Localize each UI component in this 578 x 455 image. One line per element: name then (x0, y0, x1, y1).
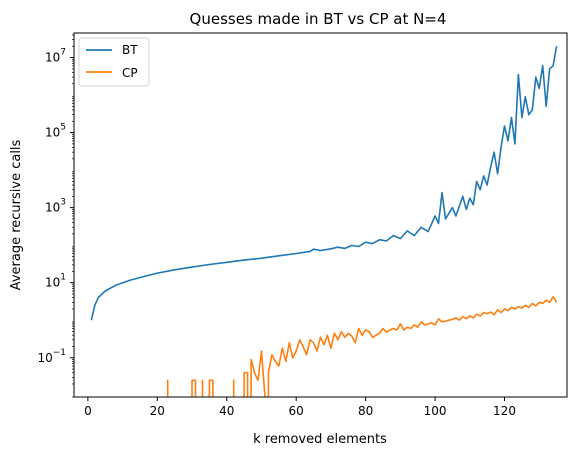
plot-area (90, 46, 558, 398)
cp-line-segment (243, 371, 249, 397)
y-tick-label: 107 (45, 48, 66, 65)
x-tick-label: 40 (219, 404, 234, 418)
cp-line-segment (250, 350, 266, 398)
x-tick-label: 100 (424, 404, 447, 418)
x-axis-label: k removed elements (253, 432, 387, 447)
series-cp (166, 295, 558, 398)
legend: BT CP (78, 37, 150, 87)
x-tick-label: 60 (289, 404, 304, 418)
x-tick-label: 0 (84, 404, 92, 418)
y-tick-label: 10−1 (37, 348, 66, 365)
legend-label-cp: CP (122, 66, 138, 80)
cp-line-segment (191, 379, 197, 397)
y-tick-label: 103 (45, 198, 66, 215)
y-axis-label: Average recursive calls (9, 139, 24, 290)
cp-line-segment (267, 295, 558, 397)
x-tick-label: 120 (493, 404, 516, 418)
x-axis-ticks: 0 20 40 60 80 100 120 (84, 397, 516, 418)
legend-box (78, 37, 150, 87)
series-bt (90, 46, 558, 321)
plot-frame (73, 32, 568, 398)
chart-title: Quesses made in BT vs CP at N=4 (190, 10, 447, 28)
x-tick-label: 80 (358, 404, 373, 418)
x-tick-label: 20 (150, 404, 165, 418)
y-tick-label: 101 (45, 273, 66, 290)
legend-label-bt: BT (122, 43, 138, 57)
cp-line-segment (208, 379, 214, 397)
y-tick-label: 105 (45, 123, 66, 140)
y-axis-ticks: 10−1 101 103 105 107 (37, 34, 74, 398)
bt-line (90, 46, 558, 321)
